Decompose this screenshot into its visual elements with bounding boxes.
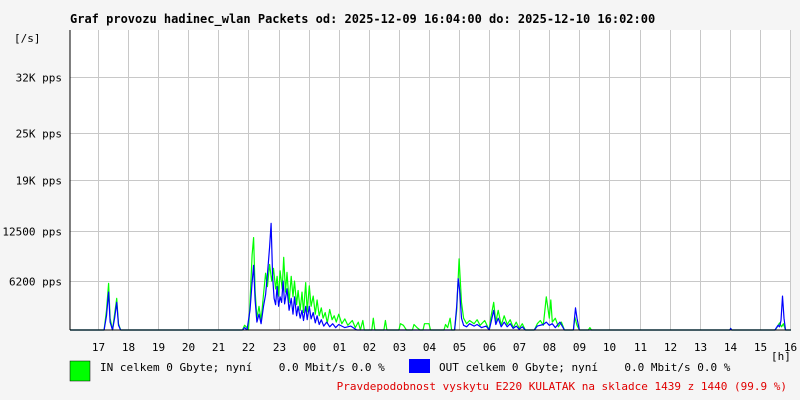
x-tick-label: 15 [754, 341, 767, 354]
y-tick-labels: 6200 pps 12500 pps 19K pps 25K pps 32K pps [2, 72, 62, 289]
x-tick-label: 05 [453, 341, 466, 354]
x-tick-label: 19 [152, 341, 165, 354]
x-tick-label: 21 [212, 341, 225, 354]
x-tick-label: 07 [513, 341, 526, 354]
legend-in-swatch [69, 360, 91, 382]
x-tick-label: 17 [92, 341, 105, 354]
x-tick-label: 18 [122, 341, 135, 354]
series-line-out [70, 222, 791, 331]
x-tick-label: 00 [303, 341, 316, 354]
legend-out-swatch [409, 359, 430, 373]
x-tick-label: 03 [393, 341, 406, 354]
x-tick-label: 14 [724, 341, 738, 354]
x-tick-label: 09 [573, 341, 586, 354]
x-tick-label: 11 [634, 341, 647, 354]
x-tick-label: 12 [664, 341, 677, 354]
x-tick-label: 16 [784, 341, 797, 354]
x-axis-unit: [h] [771, 350, 791, 363]
x-tick-label: 20 [182, 341, 195, 354]
grid [70, 30, 791, 330]
y-tick-label: 6200 pps [9, 276, 62, 289]
availability-note: Pravdepodobnost vyskytu E220 KULATAK na … [337, 380, 787, 393]
x-tick-label: 02 [363, 341, 376, 354]
legend-out-text: OUT celkem 0 Gbyte; nyní 0.0 Mbit/s 0.0 … [439, 361, 731, 374]
x-tick-label: 08 [543, 341, 556, 354]
chart-title: Graf provozu hadinec_wlan Packets od: 20… [70, 12, 655, 27]
x-tick-label: 10 [603, 341, 616, 354]
y-tick-label: 25K pps [16, 128, 62, 141]
x-tick-label: 23 [273, 341, 286, 354]
x-tick-label: 06 [483, 341, 496, 354]
y-tick-label: 12500 pps [2, 226, 62, 239]
x-tick-label: 01 [333, 341, 346, 354]
x-tick-label: 13 [694, 341, 707, 354]
x-tick-labels: 17 18 19 20 21 22 23 00 01 02 03 04 05 06 07 08 09 10 11 12… [92, 341, 797, 354]
x-tick-label: 04 [423, 341, 437, 354]
x-tick-label: 22 [242, 341, 255, 354]
y-tick-label: 32K pps [16, 72, 62, 85]
y-axis-unit: [/s] [14, 32, 41, 45]
legend-in-text: IN celkem 0 Gbyte; nyní 0.0 Mbit/s 0.0 % [100, 361, 385, 374]
y-tick-label: 19K pps [16, 175, 62, 188]
